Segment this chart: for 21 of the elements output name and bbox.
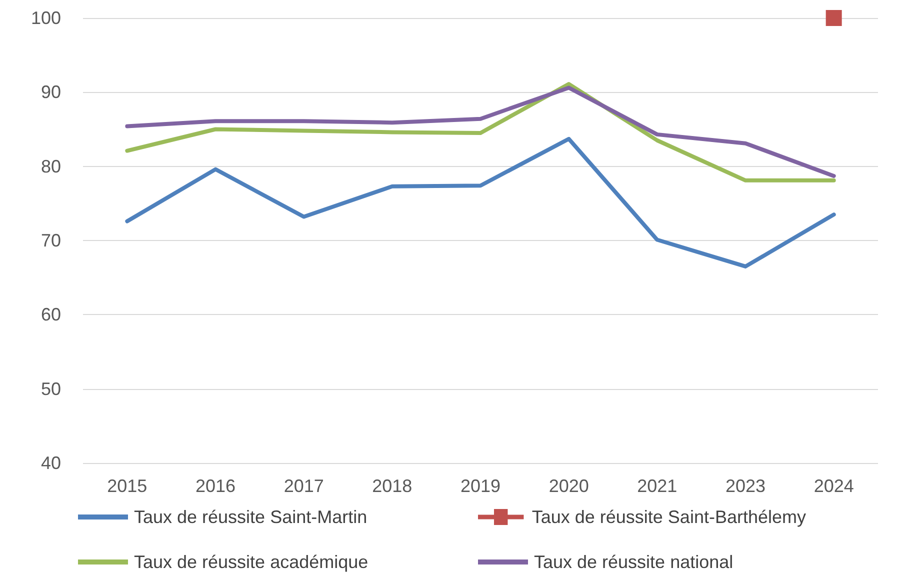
legend-label: Taux de réussite Saint-Barthélemy [532,507,806,527]
x-tick-label: 2019 [460,476,501,496]
x-tick-label: 2020 [548,476,589,496]
legend-label: Taux de réussite académique [134,552,368,572]
y-tick-label: 40 [40,453,61,473]
x-tick-label: 2016 [195,476,236,496]
y-tick-label: 100 [30,8,61,28]
y-tick-label: 70 [40,230,61,250]
y-tick-label: 90 [40,82,61,102]
x-tick-label: 2018 [372,476,412,496]
x-tick-label: 2017 [284,476,324,496]
legend-label: Taux de réussite Saint-Martin [134,507,368,527]
x-tick-label: 2015 [107,476,148,496]
x-tick-label: 2024 [814,476,854,496]
legend-label: Taux de réussite national [534,552,734,572]
x-tick-label: 2023 [725,476,766,496]
y-tick-label: 60 [40,304,61,325]
y-tick-label: 80 [40,156,61,176]
y-tick-label: 50 [40,378,61,399]
x-tick-label: 2021 [637,476,678,496]
line-series [125,136,836,268]
